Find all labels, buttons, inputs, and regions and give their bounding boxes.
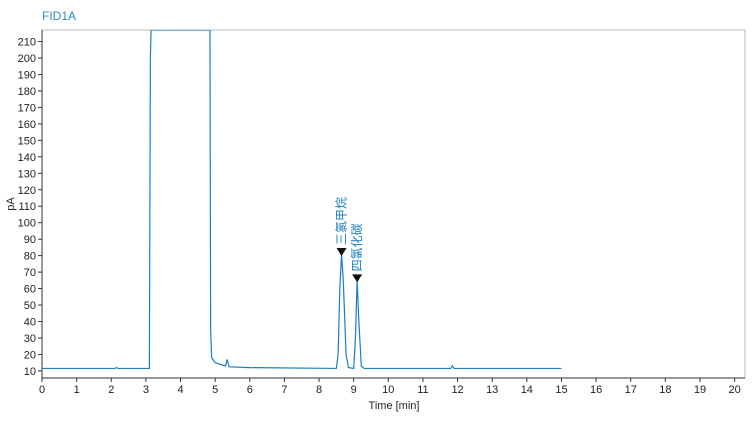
y-tick-label: 210 [18,37,36,49]
y-tick-label: 140 [18,152,36,164]
y-tick-label: 20 [24,349,36,361]
x-tick-label: 2 [108,384,114,396]
plot-frame [41,29,746,379]
x-tick-label: 9 [351,384,357,396]
x-tick-label: 19 [694,384,706,396]
x-tick-label: 5 [212,384,218,396]
x-tick-label: 10 [382,384,394,396]
x-tick-label: 0 [39,384,45,396]
peak-label: 三氯甲烷 [335,197,349,245]
y-tick-label: 60 [24,284,36,296]
y-tick-label: 120 [18,185,36,197]
y-tick-label: 200 [18,53,36,65]
y-tick-label: 30 [24,333,36,345]
x-tick-label: 13 [486,384,498,396]
x-tick-label: 14 [521,384,533,396]
x-tick-label: 15 [555,384,567,396]
x-tick-label: 7 [281,384,287,396]
x-tick-label: 4 [177,384,183,396]
x-tick-label: 6 [247,384,253,396]
x-tick-label: 20 [728,384,740,396]
y-tick-label: 90 [24,234,36,246]
y-tick-label: 160 [18,119,36,131]
x-tick-label: 12 [451,384,463,396]
trace [42,30,562,370]
x-axis-label: Time [min] [369,400,420,412]
x-tick-label: 16 [590,384,602,396]
y-tick-label: 110 [18,201,36,213]
x-tick-label: 1 [74,384,80,396]
y-tick-label: 190 [18,69,36,81]
y-tick-label: 10 [24,366,36,378]
y-tick-label: 100 [18,218,36,230]
peak-label: 四氯化碳 [350,223,364,271]
peak-marker [352,274,363,283]
x-tick-label: 11 [417,384,428,396]
x-tick-label: 3 [143,384,149,396]
x-tick-label: 18 [659,384,671,396]
y-tick-label: 70 [24,267,36,279]
y-tick-label: 130 [18,168,36,180]
chart-title: FID1A [42,9,76,23]
y-tick-label: 50 [24,300,36,312]
y-tick-label: 180 [18,86,36,98]
x-tick-label: 8 [316,384,322,396]
y-axis-label: pA [5,197,17,211]
y-tick-label: 170 [18,102,36,114]
y-tick-label: 40 [24,317,36,329]
peak-marker [336,247,347,256]
y-tick-label: 80 [24,251,36,263]
y-tick-label: 150 [18,135,36,147]
x-tick-label: 17 [625,384,637,396]
